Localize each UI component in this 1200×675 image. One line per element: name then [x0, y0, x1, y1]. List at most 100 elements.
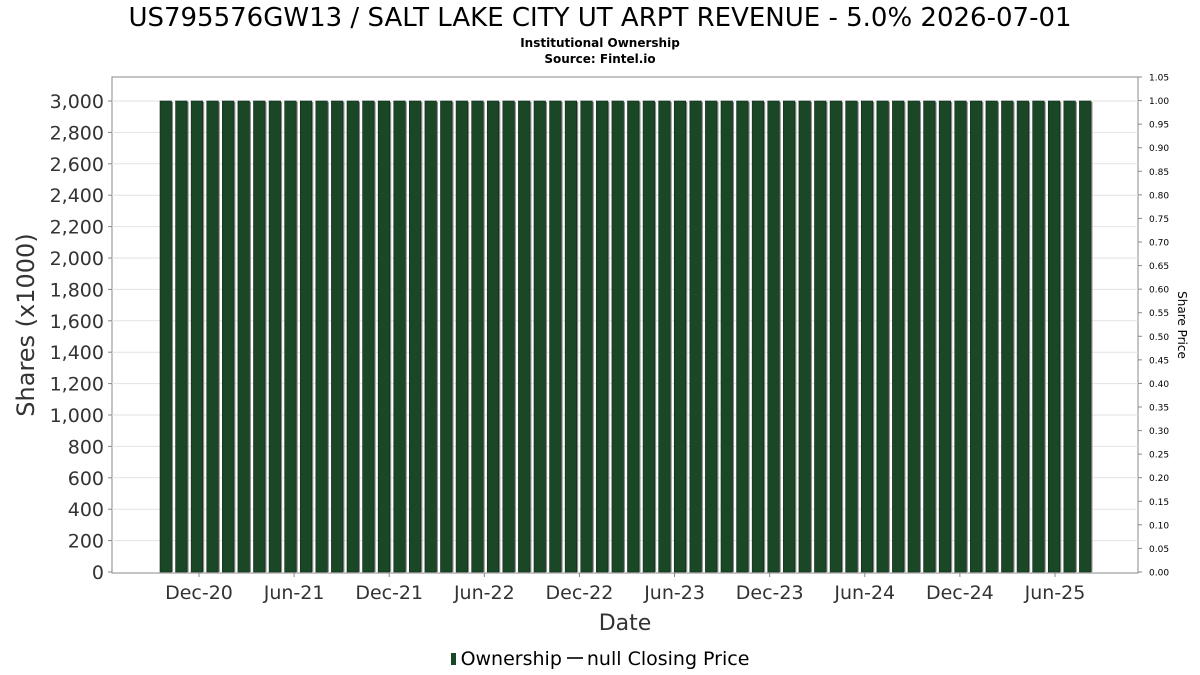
- bar: [1016, 100, 1029, 573]
- y-right-tick-label: 0.00: [1149, 569, 1169, 579]
- y-right-tick-label: 0.15: [1149, 498, 1169, 508]
- legend-item-ownership: Ownership: [460, 648, 562, 670]
- bar: [627, 100, 640, 573]
- y-tick-label: 3,000: [50, 91, 104, 113]
- x-tick-label: Dec-22: [546, 582, 614, 604]
- x-tick-label: Jun-22: [453, 582, 515, 604]
- y-right-tick-label: 1.05: [1149, 74, 1169, 84]
- bar: [736, 100, 749, 573]
- bar: [409, 100, 422, 573]
- legend-item-closing-price: null Closing Price: [586, 648, 750, 670]
- bar: [876, 100, 889, 573]
- y-tick-label: 2,000: [50, 248, 104, 270]
- bar: [471, 100, 484, 573]
- bar: [206, 100, 219, 573]
- y-right-tick-label: 0.85: [1149, 168, 1169, 178]
- bar: [783, 100, 796, 573]
- y-right-tick-label: 0.60: [1149, 286, 1169, 296]
- bar: [533, 100, 546, 573]
- bar: [705, 100, 718, 573]
- y-right-tick-label: 0.70: [1149, 239, 1169, 249]
- bar: [159, 100, 172, 573]
- y-tick-label: 2,800: [50, 122, 104, 144]
- x-axis: Dec-20 Jun-21 Dec-21 Jun-22 Dec-22 Jun-23 Dec-…: [165, 573, 1085, 604]
- y-tick-label: 1,800: [50, 279, 104, 301]
- y-right-tick-label: 0.20: [1149, 474, 1169, 484]
- bar: [393, 100, 406, 573]
- bar: [331, 100, 344, 573]
- x-tick-label: Jun-24: [833, 582, 895, 604]
- bar: [845, 100, 858, 573]
- bar: [502, 100, 515, 573]
- bar: [377, 100, 390, 573]
- y-right-tick-label: 0.45: [1149, 356, 1169, 366]
- bar: [642, 100, 655, 573]
- y-right-tick-label: 0.40: [1149, 380, 1169, 390]
- y-right-tick-label: 0.50: [1149, 333, 1169, 343]
- bar: [689, 100, 702, 573]
- bar: [346, 100, 359, 573]
- y-tick-label: 1,600: [50, 311, 104, 333]
- bar: [596, 100, 609, 573]
- bar: [299, 100, 313, 573]
- y-tick-label: 600: [68, 468, 104, 490]
- chart-source: Source: Fintel.io: [544, 52, 656, 66]
- bar: [673, 100, 687, 573]
- bar: [362, 100, 375, 573]
- y-right-tick-label: 1.00: [1149, 97, 1169, 107]
- bar: [315, 100, 328, 573]
- y-tick-label: 0: [92, 562, 104, 584]
- bar: [1079, 100, 1092, 573]
- bar: [580, 100, 593, 573]
- bar: [268, 100, 281, 573]
- x-tick-label: Dec-24: [926, 582, 994, 604]
- x-tick-label: Dec-23: [736, 582, 804, 604]
- bar: [549, 100, 562, 573]
- bar: [658, 100, 671, 573]
- x-tick-label: Jun-25: [1024, 582, 1086, 604]
- chart-title: US795576GW13 / SALT LAKE CITY UT ARPT RE…: [128, 3, 1072, 33]
- bar: [237, 100, 250, 573]
- y-tick-label: 2,400: [50, 185, 104, 207]
- bar: [1047, 100, 1061, 573]
- bar-series-ownership: [159, 100, 1093, 573]
- bar: [767, 100, 780, 573]
- bar: [611, 100, 624, 573]
- y-tick-label: 1,200: [50, 374, 104, 396]
- bar: [440, 100, 453, 573]
- x-tick-label: Jun-23: [643, 582, 705, 604]
- x-axis-label: Date: [599, 611, 652, 636]
- bar: [798, 100, 811, 573]
- bar: [938, 100, 951, 573]
- bar: [720, 100, 733, 573]
- y-right-tick-label: 0.30: [1149, 427, 1169, 437]
- bar: [1063, 100, 1076, 573]
- bar: [253, 100, 266, 573]
- y-right-tick-label: 0.65: [1149, 262, 1169, 272]
- bar: [190, 100, 203, 573]
- bar: [175, 100, 188, 573]
- y-right-tick-label: 0.10: [1149, 521, 1169, 531]
- right-axis: 0.00 0.05 0.10 0.15 0.20 0.25 0.30 0.35 0.40 0.45…: [1138, 74, 1169, 579]
- bar: [829, 100, 842, 573]
- legend: Ownership null Closing Price: [0, 647, 1200, 671]
- bar: [923, 100, 936, 573]
- bar: [424, 100, 437, 573]
- bar: [751, 100, 764, 573]
- y-right-tick-label: 0.05: [1149, 545, 1169, 555]
- y-right-tick-label: 0.95: [1149, 121, 1169, 131]
- bar: [1001, 100, 1014, 573]
- y-tick-label: 800: [68, 436, 104, 458]
- chart-subtitle: Institutional Ownership: [520, 36, 680, 50]
- y-right-tick-label: 0.55: [1149, 309, 1169, 319]
- y-tick-label: 400: [68, 499, 104, 521]
- y-tick-label: 2,600: [50, 154, 104, 176]
- y-axis-right-label: Share Price: [1175, 291, 1189, 359]
- bar: [860, 100, 874, 573]
- bar: [518, 100, 531, 573]
- left-axis: 0 200 400 600 800 1,000 1,200 1,400 1,600 1,800 2,…: [50, 91, 112, 584]
- bar: [1032, 100, 1045, 573]
- bar: [455, 100, 468, 573]
- bar: [486, 100, 500, 573]
